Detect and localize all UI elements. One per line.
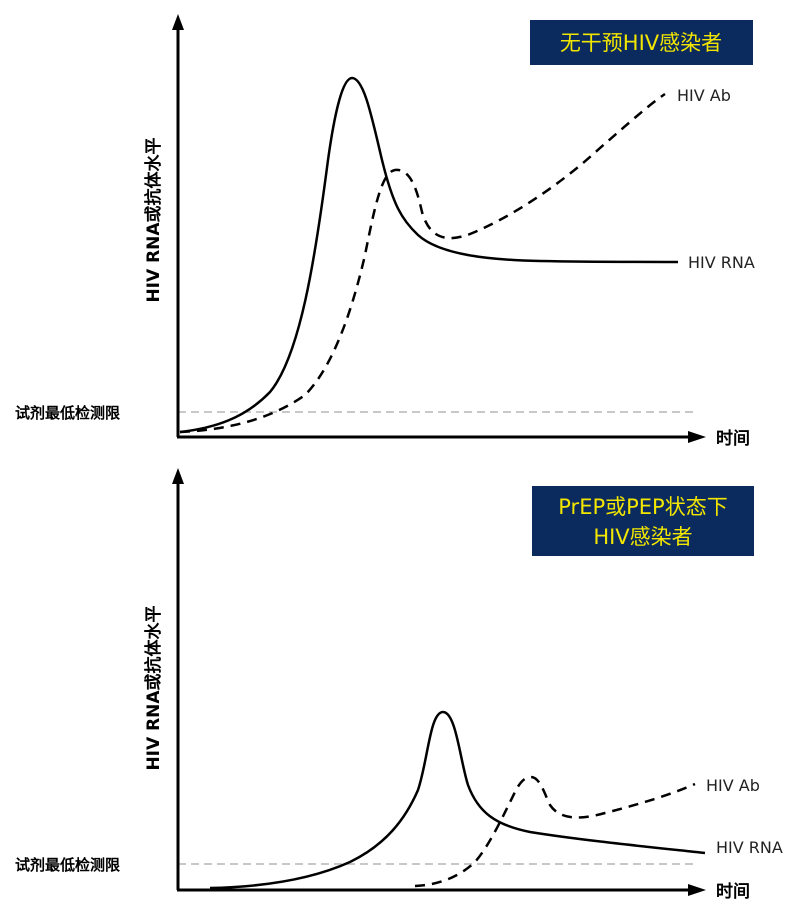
bottom-panel: PrEP或PEP状态下 HIV感染者 HIV RNA或抗体水平 试剂最低检测限 … [15,468,783,902]
bottom-x-axis-arrowhead [688,884,706,896]
bottom-x-axis-label: 时间 [716,881,750,902]
bottom-banner [532,486,754,556]
top-y-axis-label: HIV RNA或抗体水平 [143,137,164,302]
top-banner [530,20,753,65]
bottom-y-axis-label: HIV RNA或抗体水平 [143,605,164,770]
top-lod-label: 试剂最低检测限 [15,404,120,422]
bottom-hiv-ab-label: HIV Ab [706,776,760,795]
bottom-y-axis-arrowhead [172,468,184,484]
top-hiv-ab-curve [179,92,666,434]
top-banner-text: 无干预HIV感染者 [560,31,722,55]
top-x-axis-arrowhead [688,431,706,443]
top-x-axis-label: 时间 [716,428,750,449]
bottom-hiv-rna-curve [209,710,706,890]
bottom-banner-line1: PrEP或PEP状态下 [558,495,727,519]
bottom-hiv-rna-label: HIV RNA [716,838,783,857]
top-panel: 无干预HIV感染者 HIV RNA或抗体水平 试剂最低检测限 时间 HIV Ab… [15,14,755,449]
bottom-lod-label: 试剂最低检测限 [15,856,120,874]
bottom-banner-line2: HIV感染者 [593,525,692,549]
top-hiv-rna-label: HIV RNA [688,253,755,272]
top-y-axis-arrowhead [172,14,184,30]
top-hiv-rna-curve [179,76,679,434]
bottom-hiv-ab-curve [414,775,696,888]
top-hiv-ab-label: HIV Ab [677,86,731,105]
